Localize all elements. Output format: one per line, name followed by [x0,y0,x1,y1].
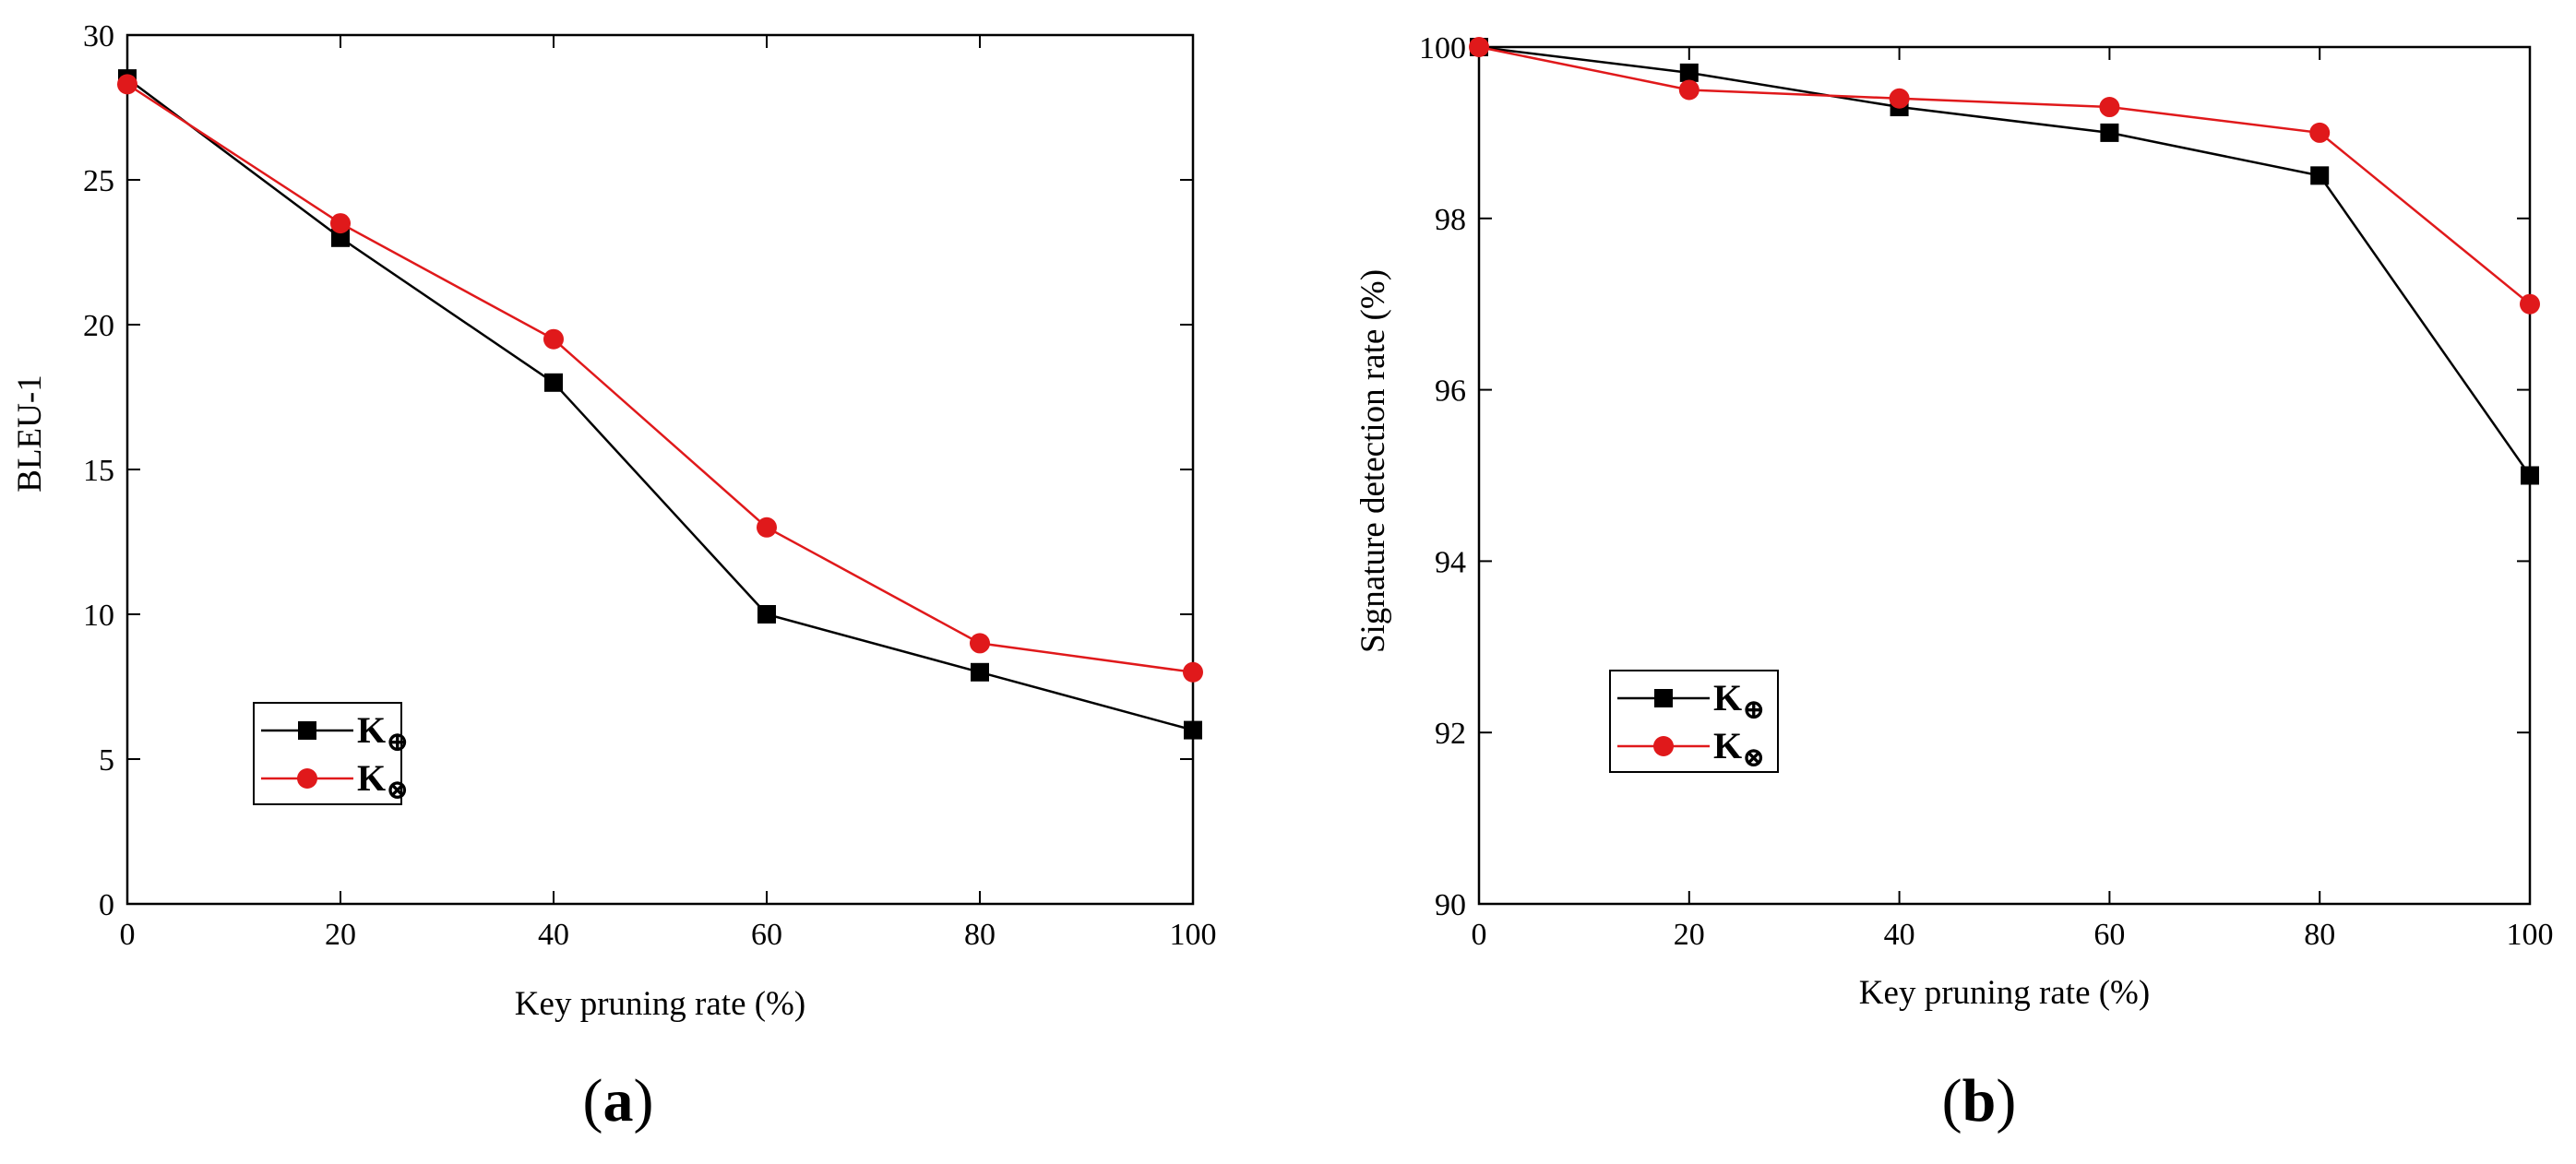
y-tick-label: 15 [83,454,114,488]
y-tick-label: 25 [83,164,114,198]
data-point-square [331,228,350,247]
data-point-circle [2099,97,2120,118]
y-tick-label: 100 [1419,31,1466,65]
y-tick-label: 96 [1435,374,1466,409]
data-point-circle [543,328,564,350]
data-point-square [544,373,563,392]
legend-marker-square [1654,689,1673,707]
legend-label: K⊕ [1713,677,1765,725]
data-point-square [757,605,776,624]
data-point-circle [117,74,137,95]
panel-label: (a) [583,1067,654,1134]
series-line-2 [1478,45,2531,305]
data-point-square [2521,466,2539,485]
y-tick-label: 90 [1435,888,1466,922]
data-point-circle [1889,88,1910,109]
x-tick-label: 80 [964,918,996,952]
y-axis-label: Signature detection rate (%) [1354,269,1392,653]
data-point-square [2310,166,2330,185]
legend-label: K⊕ [357,709,409,757]
data-point-square [1184,720,1202,740]
series-line-2 [126,83,1194,674]
y-tick-label: 92 [1435,717,1466,751]
data-point-circle [2309,122,2331,143]
x-tick-label: 60 [2093,918,2125,952]
x-tick-label: 40 [1884,918,1915,952]
data-point-square [2100,123,2119,142]
legend-label: K⊗ [357,757,409,805]
y-tick-label: 94 [1435,545,1466,579]
legend-box [253,702,402,805]
x-tick-label: 60 [751,918,782,952]
y-tick-label: 10 [83,599,114,633]
x-tick-label: 40 [538,918,569,952]
series-line-1 [126,77,1194,731]
chart-a: 0 20 40 60 80 100 0 5 10 15 20 25 30 Key pruning rate… [11,19,1217,1134]
data-point-circle [1469,37,1489,57]
panel-label: (b) [1942,1067,2017,1134]
data-point-circle [2520,293,2540,315]
x-tick-label: 100 [1170,918,1217,952]
chart-b: 0 20 40 60 80 100 90 92 94 96 98 100 Key pruning rat… [1354,31,2554,1134]
legend-marker-square [298,721,316,740]
x-axis-label: Key pruning rate (%) [515,985,805,1023]
data-point-circle [330,213,351,234]
x-tick-label: 0 [1472,918,1487,952]
y-tick-label: 0 [99,888,114,922]
data-point-square [971,662,989,682]
data-point-circle [1183,661,1203,683]
legend: K⊕K⊗ [253,702,409,805]
x-tick-label: 0 [120,918,136,952]
y-tick-label: 5 [99,743,114,778]
x-axis-label: Key pruning rate (%) [1859,974,2150,1012]
data-point-circle [1678,79,1699,101]
legend-box [1609,670,1779,773]
legend-marker-circle [297,768,317,789]
data-point-circle [757,517,777,538]
y-tick-label: 30 [83,19,114,53]
data-point-square [1679,63,1699,82]
data-point-circle [970,633,990,654]
y-tick-label: 20 [83,309,114,343]
y-axis-label: BLEU-1 [11,374,49,492]
series-line-1 [1478,45,2532,477]
x-tick-label: 20 [325,918,356,952]
y-tick-label: 98 [1435,203,1466,237]
legend-marker-circle [1653,736,1674,756]
x-tick-label: 100 [2507,918,2554,952]
x-tick-label: 20 [1674,918,1705,952]
x-tick-label: 80 [2304,918,2335,952]
legend: K⊕K⊗ [1609,670,1779,773]
legend-label: K⊗ [1713,725,1765,773]
